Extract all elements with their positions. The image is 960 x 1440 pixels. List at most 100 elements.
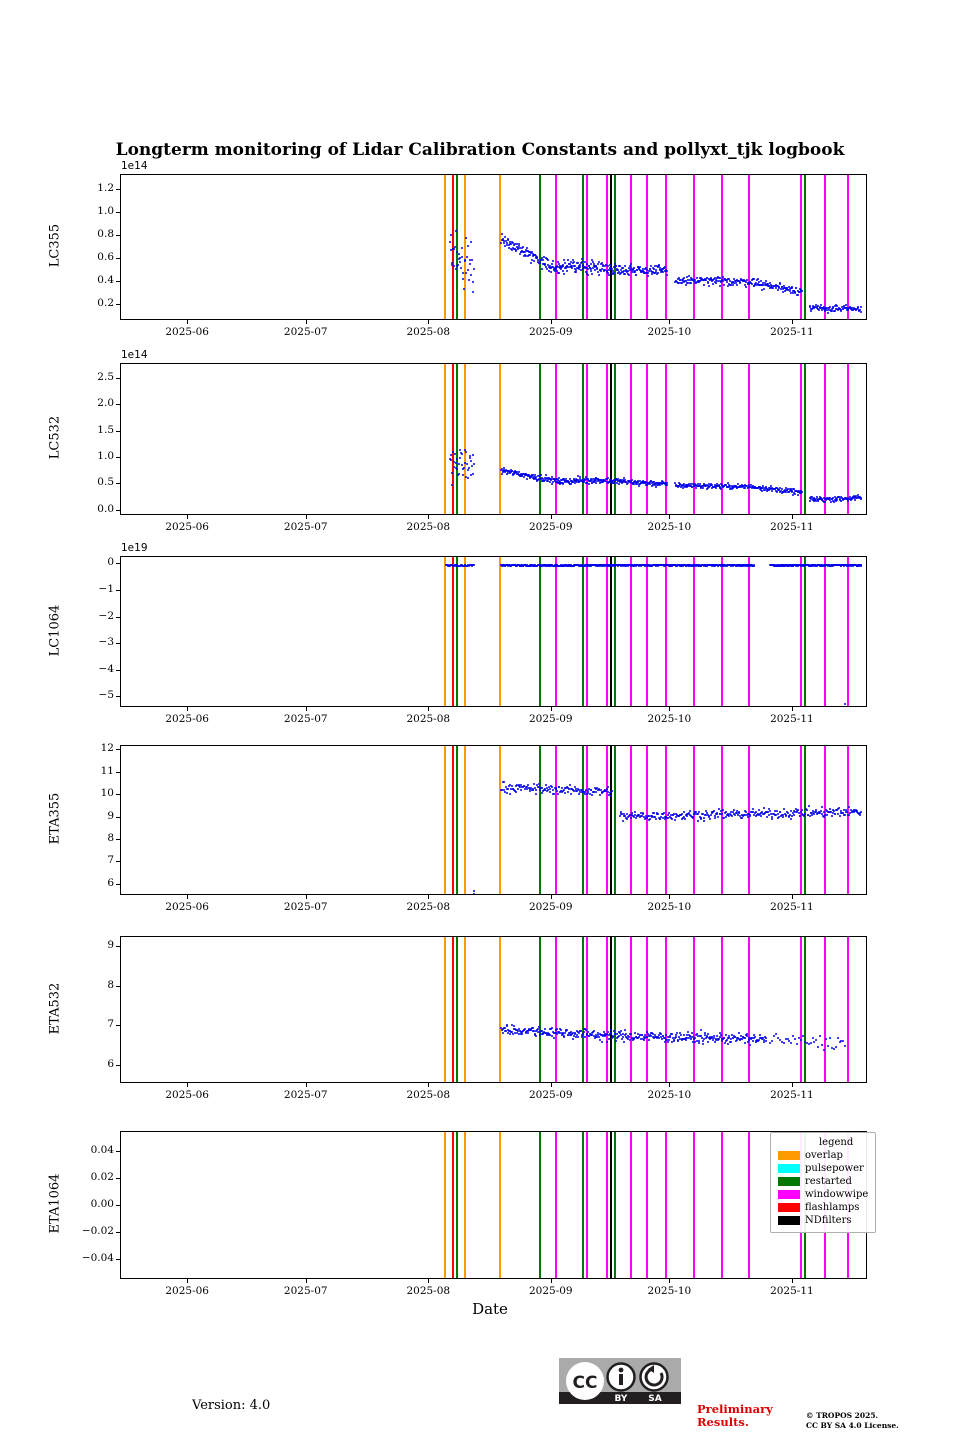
- data-point: [782, 813, 785, 816]
- data-point: [449, 457, 452, 460]
- data-point: [762, 1039, 765, 1042]
- legend-box[interactable]: legend overlap pulsepower restarted windoww…: [770, 1132, 877, 1233]
- data-point: [748, 1043, 751, 1046]
- data-point: [783, 491, 786, 494]
- data-point: [792, 491, 795, 494]
- data-point: [712, 1038, 715, 1041]
- data-point: [524, 251, 527, 254]
- data-point: [563, 787, 566, 790]
- data-point: [608, 1038, 611, 1041]
- data-point: [835, 498, 838, 501]
- data-point: [632, 1038, 635, 1041]
- ytick-label-ETA1064: −0.02: [81, 1224, 114, 1237]
- data-point: [716, 279, 719, 282]
- data-point: [542, 788, 545, 791]
- data-point: [753, 813, 756, 816]
- data-point: [761, 489, 764, 492]
- data-point: [611, 481, 614, 484]
- data-point: [637, 480, 640, 483]
- data-point: [788, 490, 791, 493]
- data-point: [763, 487, 766, 490]
- data-point: [654, 818, 657, 821]
- data-point: [715, 279, 718, 282]
- xtick-mark: [305, 515, 307, 519]
- data-point: [544, 262, 547, 265]
- data-point: [556, 481, 559, 484]
- data-point: [663, 818, 666, 821]
- data-point: [836, 1036, 839, 1039]
- legend-item-windowwipe[interactable]: windowwipe: [778, 1188, 868, 1201]
- ytick-label-LC1064: −5: [98, 689, 114, 702]
- data-point: [652, 484, 655, 487]
- event-line-overlap: [499, 937, 502, 1082]
- xtick-mark: [791, 1083, 793, 1087]
- data-point: [778, 816, 781, 819]
- data-point: [788, 287, 791, 290]
- data-point: [793, 813, 796, 816]
- data-point: [842, 813, 845, 816]
- data-point: [625, 1033, 628, 1036]
- data-point: [830, 814, 833, 817]
- data-point: [595, 1033, 598, 1036]
- data-point: [801, 1034, 804, 1037]
- data-point: [849, 305, 852, 308]
- data-point: [589, 478, 592, 481]
- data-point: [812, 809, 815, 812]
- data-point: [821, 1043, 824, 1046]
- data-point: [697, 483, 700, 486]
- data-point: [515, 1028, 518, 1031]
- legend-item-overlap[interactable]: overlap: [778, 1149, 868, 1162]
- data-point: [734, 1035, 737, 1038]
- data-point: [657, 483, 660, 486]
- data-point: [592, 1034, 595, 1037]
- data-point: [531, 476, 534, 479]
- data-point: [623, 272, 626, 275]
- data-point: [516, 243, 519, 246]
- data-point: [696, 485, 699, 488]
- data-point: [854, 495, 857, 498]
- event-line-overlap: [463, 175, 466, 319]
- data-point: [575, 268, 578, 271]
- data-point: [707, 485, 710, 488]
- legend-item-pulsepower[interactable]: pulsepower: [778, 1162, 868, 1175]
- plot-area-LC532[interactable]: [120, 363, 867, 515]
- legend-item-NDfilters[interactable]: NDfilters: [778, 1214, 868, 1227]
- legend-item-restarted[interactable]: restarted: [778, 1175, 868, 1188]
- data-point: [633, 810, 636, 813]
- data-point: [602, 269, 605, 272]
- legend-item-flashlamps[interactable]: flashlamps: [778, 1201, 868, 1214]
- data-point: [631, 269, 634, 272]
- data-point: [602, 480, 605, 483]
- data-point: [691, 483, 694, 486]
- data-point: [618, 1030, 621, 1033]
- data-point: [449, 454, 452, 457]
- event-line-windowwipe: [748, 1132, 751, 1278]
- xtick-mark: [550, 1083, 552, 1087]
- plot-area-ETA1064[interactable]: [120, 1131, 867, 1279]
- data-point: [558, 786, 561, 789]
- data-point: [577, 792, 580, 795]
- data-point: [834, 1046, 837, 1049]
- ytick-label-LC532: 0.5: [97, 476, 114, 489]
- data-point: [637, 1036, 640, 1039]
- data-point: [537, 1028, 540, 1031]
- data-point: [680, 483, 683, 486]
- data-point: [724, 810, 727, 813]
- data-point: [719, 1031, 722, 1034]
- plot-area-ETA355[interactable]: [120, 745, 867, 895]
- data-point: [847, 813, 850, 816]
- event-line-overlap: [444, 937, 447, 1082]
- data-point: [616, 268, 619, 271]
- data-point: [738, 812, 741, 815]
- data-point: [613, 481, 616, 484]
- plot-area-LC1064[interactable]: [120, 556, 867, 707]
- data-point: [502, 469, 505, 472]
- data-point: [747, 813, 750, 816]
- event-line-windowwipe: [554, 1132, 557, 1278]
- data-point: [855, 810, 858, 813]
- plot-area-LC355[interactable]: [120, 174, 867, 320]
- plot-area-ETA532[interactable]: [120, 936, 867, 1083]
- data-point: [727, 485, 730, 488]
- data-point: [502, 789, 505, 792]
- data-point: [758, 1033, 761, 1036]
